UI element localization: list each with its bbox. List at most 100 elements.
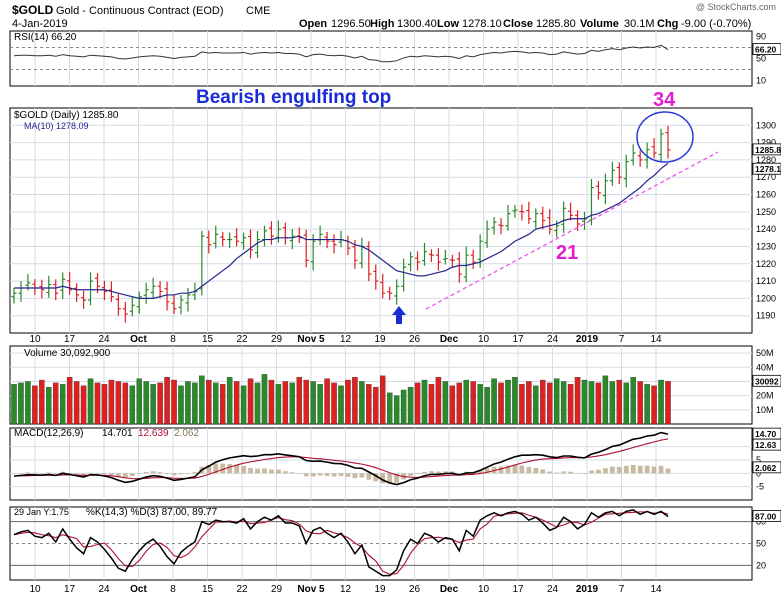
rsi-last-tag-box — [752, 43, 781, 55]
macd-hist-bar — [429, 471, 434, 474]
volume-bar — [171, 379, 177, 425]
volume-bar — [178, 385, 184, 425]
volume-bar — [616, 379, 623, 425]
macd-y-tick: 5 — [756, 455, 761, 465]
volume-bar — [526, 381, 532, 425]
volume-bar — [268, 379, 275, 425]
volume-bar — [386, 392, 393, 425]
volume-bar — [219, 384, 226, 425]
macd-hist-bar — [582, 473, 587, 474]
price-y-tick: 1270 — [756, 172, 776, 182]
macd-hist-bar — [143, 472, 149, 474]
volume-bar — [393, 395, 400, 425]
macd-hist-bar — [442, 471, 448, 474]
volume-bar — [136, 378, 142, 425]
volume-bar — [400, 389, 407, 425]
volume-bar — [574, 377, 581, 425]
volume-bar — [143, 381, 149, 425]
volume-bar — [46, 386, 52, 425]
macd-hist-bar — [352, 473, 358, 479]
macd-label: MACD(12,26,9) — [14, 428, 83, 439]
price-y-tick: 1260 — [756, 190, 776, 200]
volume-bar — [240, 385, 247, 425]
volume-bar — [108, 379, 115, 425]
x-tick-label: 24 — [98, 584, 110, 595]
volume-bar — [66, 377, 73, 425]
macd-hist-bar — [359, 473, 365, 478]
x-tick-label: Oct — [130, 334, 147, 345]
volume-bar — [261, 374, 268, 425]
price-y-tick: 1220 — [756, 259, 776, 269]
volume-bar — [581, 379, 588, 425]
x-tick-label: 19 — [374, 584, 386, 595]
volume-bar — [18, 382, 24, 425]
volume-bar — [553, 378, 560, 425]
up-arrow-icon — [392, 306, 406, 324]
high-label: High — [370, 18, 395, 30]
volume-bar — [366, 384, 372, 425]
high-value: 1300.40 — [397, 18, 437, 30]
x-tick-label: Dec — [440, 334, 459, 345]
volume-bar — [157, 382, 163, 425]
macd-hist-bar — [227, 464, 233, 474]
low-label: Low — [437, 18, 459, 30]
x-tick-label: 29 — [271, 584, 283, 595]
volume-bar — [25, 381, 31, 425]
open-value: 1296.50 — [331, 18, 371, 30]
x-tick-label: 10 — [478, 334, 490, 345]
rsi-label: RSI(14) 66.20 — [14, 32, 77, 43]
volume-bar — [449, 385, 456, 425]
macd-hist-bar — [255, 468, 260, 474]
volume-bar — [296, 377, 303, 425]
stoch-last-tag: 87.00 — [755, 511, 777, 521]
macd-hist-bar — [609, 466, 615, 474]
macd-hist-bar — [422, 471, 427, 474]
macd-y-tick: 0 — [756, 468, 761, 478]
x-tick-label: 26 — [409, 334, 421, 345]
volume-bar — [115, 381, 122, 425]
volume-bar — [658, 379, 664, 425]
volume-bar — [623, 382, 630, 425]
volume-bar — [52, 382, 59, 425]
open-label: Open — [299, 18, 327, 30]
stoch-last-tag-box — [752, 510, 781, 522]
x-tick-label: 12 — [340, 584, 352, 595]
macd-hist-bar — [512, 465, 518, 474]
price-y-tick: 1300 — [756, 120, 776, 130]
volume-bar — [87, 378, 94, 425]
macd-hist-bar — [637, 465, 643, 474]
volume-label: Volume 30,092,900 — [24, 348, 111, 359]
macd-signal-value: 12.639 — [138, 428, 169, 439]
macd-hist-bar — [547, 471, 553, 474]
volume-bar — [644, 384, 650, 425]
x-tick-label: Nov 5 — [297, 334, 325, 345]
macd-hist-bar — [95, 473, 100, 474]
macd-value: 14.701 — [102, 428, 133, 439]
volume-bar — [192, 382, 198, 425]
macd-hist-bar — [192, 472, 198, 474]
x-tick-label: 8 — [170, 334, 176, 345]
macd-hist-bar — [665, 468, 671, 474]
volume-bar — [247, 378, 254, 425]
exchange: CME — [246, 5, 270, 17]
volume-bar — [470, 381, 476, 425]
hist-tag: 2.062 — [755, 463, 777, 473]
price-y-tick: 1250 — [756, 207, 776, 217]
volume-bar — [101, 384, 108, 425]
volume-bar — [164, 377, 170, 425]
x-tick-label: 24 — [547, 584, 559, 595]
header-date: 4-Jan-2019 — [12, 18, 68, 30]
macd-hist-bar — [568, 471, 573, 474]
macd-hist-bar — [67, 472, 73, 474]
last-close-tag-box — [752, 143, 781, 156]
macd-hist-bar — [269, 469, 274, 474]
volume-bar — [540, 379, 546, 425]
x-tick-label: 12 — [340, 334, 352, 345]
last-close-tag: 1285.8 — [755, 145, 781, 155]
volume-bar — [199, 375, 205, 425]
volume-bar — [11, 384, 17, 425]
macd-hist-bar — [449, 471, 455, 474]
macd-hist-bar — [644, 465, 650, 474]
volume-bar — [442, 381, 449, 425]
